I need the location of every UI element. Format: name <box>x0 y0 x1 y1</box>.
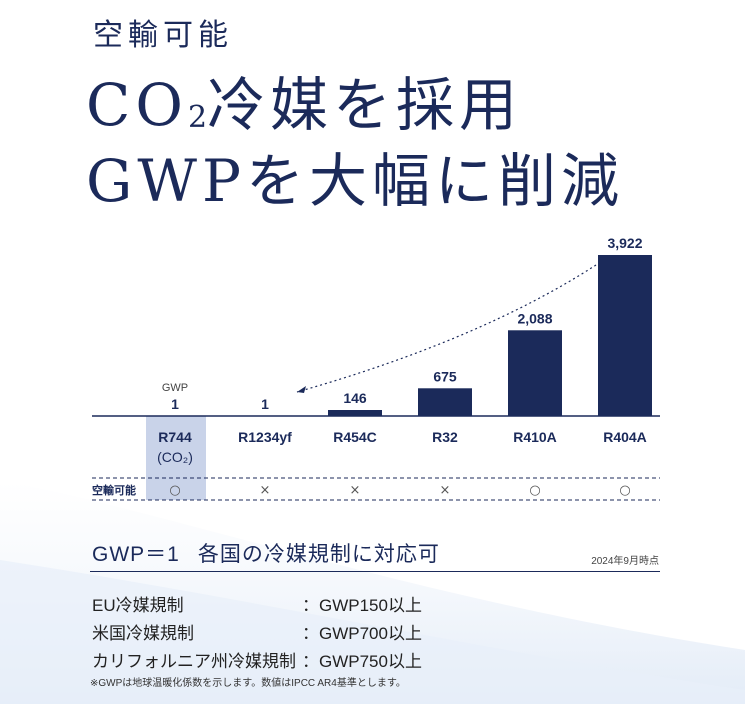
date-note: 2024年9月時点 <box>591 556 659 567</box>
category-sublabel: (CO₂) <box>157 449 193 465</box>
data-label: 3,922 <box>607 235 642 251</box>
category-label: R1234yf <box>238 429 292 445</box>
headline-rest: 冷媒を採用 <box>207 71 523 139</box>
headline-co: CO <box>86 71 188 139</box>
category-label: R454C <box>333 429 377 445</box>
regulation-value: ：GWP700以上 <box>302 624 422 643</box>
headline-line-1: CO2冷媒を採用 <box>86 76 522 134</box>
regulation-heading: GWP＝1 各国の冷媒規制に対応可 <box>92 538 440 568</box>
bar <box>418 388 472 416</box>
air-transport-mark: × <box>350 483 361 498</box>
regulation-row: EU冷媒規制 ：GWP150以上 <box>92 591 422 616</box>
regulation-value: ：GWP150以上 <box>302 596 422 615</box>
bar <box>508 330 562 416</box>
regulation-label: 米国冷媒規制 <box>92 624 194 643</box>
headline-subscript: 2 <box>187 100 208 135</box>
regulation-value: ：GWP750以上 <box>302 652 422 671</box>
air-transport-mark: × <box>260 483 271 498</box>
regulation-label: カリフォルニア州冷媒規制 <box>92 652 296 671</box>
air-transport-mark: × <box>440 483 451 498</box>
regulation-heading-left: GWP＝1 <box>92 543 180 566</box>
air-transport-label: 空輸可能 <box>92 483 136 497</box>
regulation-row: 米国冷媒規制 ：GWP700以上 <box>92 619 422 644</box>
data-label: 1 <box>171 396 179 412</box>
footnote: ※GWPは地球温暖化係数を示します。数値はIPCC AR4基準とします。 <box>90 678 406 689</box>
data-label: 146 <box>343 390 367 406</box>
data-label: 1 <box>261 396 269 412</box>
air-transport-mark: ○ <box>619 483 630 498</box>
bar <box>328 410 382 416</box>
regulation-label: EU冷媒規制 <box>92 596 184 615</box>
category-label: R410A <box>513 429 557 445</box>
air-transport-mark: ○ <box>529 483 540 498</box>
data-label: 675 <box>433 368 457 384</box>
gwp-caption: GWP <box>162 382 188 394</box>
highlight-box <box>146 416 206 500</box>
gwp-bar-chart: 1 GWP R744 (CO₂) ○ 1 R1234yf × 146 R454C × 675 R32 × 2… <box>92 235 660 501</box>
category-label: R744 <box>158 429 192 445</box>
regulation-heading-right: 各国の冷媒規制に対応可 <box>197 543 440 566</box>
category-label: R32 <box>432 429 458 445</box>
subtitle: 空輸可能 <box>93 18 233 53</box>
section-divider <box>90 571 660 572</box>
bar <box>598 255 652 416</box>
regulation-row: カリフォルニア州冷媒規制 ：GWP750以上 <box>92 647 422 672</box>
category-label: R404A <box>603 429 647 445</box>
air-transport-mark: ○ <box>169 483 180 498</box>
trend-arrowhead <box>297 386 306 393</box>
headline-line-2: GWPを大幅に削減 <box>86 147 624 215</box>
data-label: 2,088 <box>517 310 552 326</box>
